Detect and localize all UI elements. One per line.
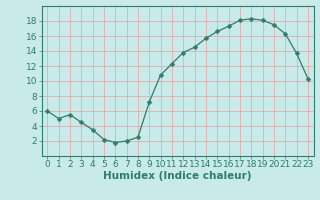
X-axis label: Humidex (Indice chaleur): Humidex (Indice chaleur) <box>103 171 252 181</box>
